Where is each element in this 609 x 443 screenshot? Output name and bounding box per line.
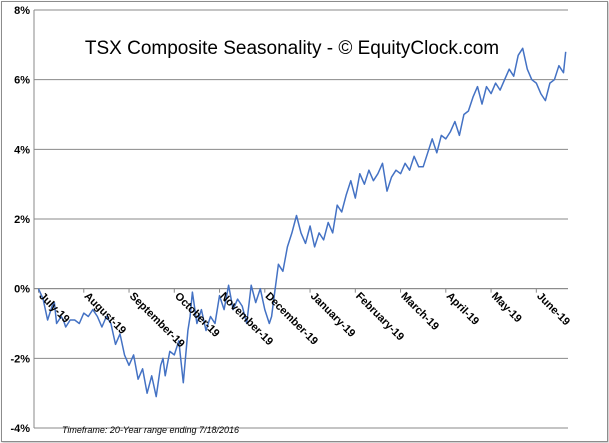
y-tick-label: 6% <box>14 75 30 87</box>
x-tick-label: May-19 <box>489 290 524 325</box>
y-tick-label: 2% <box>14 214 30 226</box>
x-axis-tick-marks <box>38 288 537 293</box>
chart-footnote: Timeframe: 20-Year range ending 7/18/201… <box>62 425 239 435</box>
y-tick-label: 0% <box>14 284 30 296</box>
gridlines <box>34 9 568 429</box>
series-line <box>37 47 567 398</box>
x-tick-label: July-19 <box>36 290 71 325</box>
x-tick-label: January-19 <box>308 290 358 340</box>
x-tick-label: June-19 <box>534 290 572 328</box>
y-tick-label: -4% <box>10 423 30 435</box>
x-tick-label: March-19 <box>398 290 441 333</box>
y-axis-tick-labels: -4% -2% 0% 2% 4% 6% 8% <box>10 5 30 435</box>
x-tick-label: October-19 <box>172 290 222 340</box>
y-tick-label: 4% <box>14 144 30 156</box>
chart-title: TSX Composite Seasonality - © EquityCloc… <box>85 38 499 59</box>
y-tick-label: -2% <box>10 353 30 365</box>
x-tick-label: August-19 <box>82 290 129 337</box>
y-tick-label: 8% <box>14 5 30 17</box>
x-tick-label: April-19 <box>444 290 481 327</box>
